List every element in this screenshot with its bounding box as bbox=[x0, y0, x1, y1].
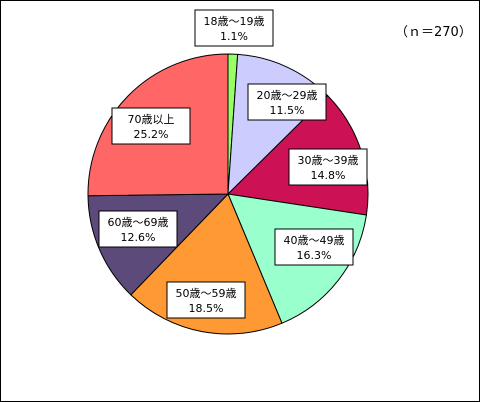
label-box-border bbox=[274, 228, 354, 266]
slice-value-label: 18.5% bbox=[189, 302, 224, 315]
slice-labels: 18歳～19歳 1.1% 20歳～29歳 11.5% 30歳～39歳 14.8% 40歳～4… bbox=[98, 9, 368, 319]
slice-category-label: 40歳～49歳 bbox=[284, 234, 345, 247]
slice-value-label: 11.5% bbox=[270, 104, 305, 117]
label-box-border bbox=[288, 148, 368, 186]
slice-label-box: 40歳～49歳 16.3% bbox=[274, 228, 354, 266]
slice-label-box: 30歳～39歳 14.8% bbox=[288, 148, 368, 186]
slice-category-label: 30歳～39歳 bbox=[298, 154, 359, 167]
slice-label-box: 50歳～59歳 18.5% bbox=[166, 281, 246, 319]
label-box-border bbox=[166, 281, 246, 319]
slice-value-label: 12.6% bbox=[121, 231, 156, 244]
slice-value-label: 25.2% bbox=[134, 128, 169, 141]
slice-category-label: 70歳以上 bbox=[128, 113, 175, 126]
slice-label-box: 18歳～19歳 1.1% bbox=[194, 9, 274, 47]
slice-label-box: 20歳～29歳 11.5% bbox=[247, 83, 327, 121]
sample-size-label: （ｎ＝270） bbox=[395, 25, 472, 40]
slice-value-label: 14.8% bbox=[311, 169, 346, 182]
slice-category-label: 60歳～69歳 bbox=[108, 216, 169, 229]
slice-label-box: 70歳以上 25.2% bbox=[111, 107, 191, 145]
slice-category-label: 18歳～19歳 bbox=[204, 15, 265, 28]
slice-value-label: 16.3% bbox=[297, 249, 332, 262]
slice-category-label: 50歳～59歳 bbox=[176, 287, 237, 300]
label-box-border bbox=[98, 210, 178, 248]
label-box-border bbox=[194, 9, 274, 47]
slice-category-label: 20歳～29歳 bbox=[257, 89, 318, 102]
slice-value-label: 1.1% bbox=[220, 30, 248, 43]
slice-label-box: 60歳～69歳 12.6% bbox=[98, 210, 178, 248]
label-box-border bbox=[247, 83, 327, 121]
label-box-border bbox=[111, 107, 191, 145]
